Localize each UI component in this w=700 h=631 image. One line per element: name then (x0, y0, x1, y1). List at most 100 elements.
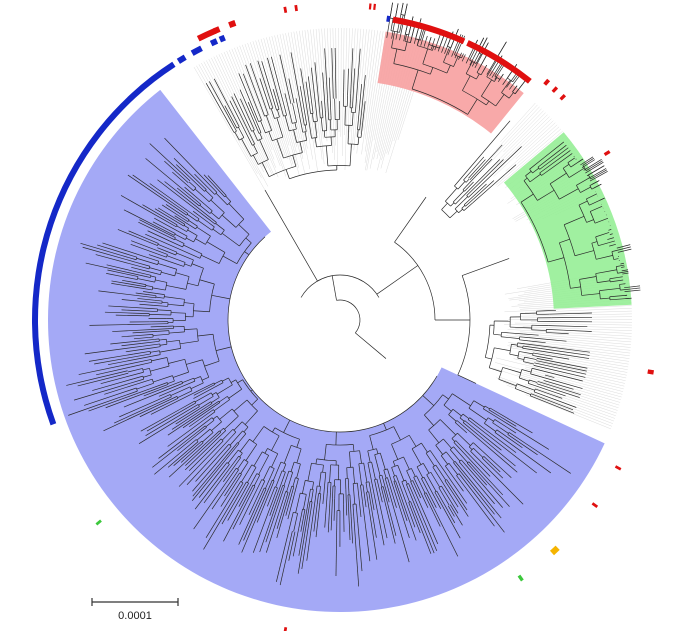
branch (457, 181, 466, 190)
branch (440, 455, 448, 465)
guide-line (497, 130, 563, 187)
branch (329, 464, 332, 483)
branch (271, 486, 276, 496)
branch (624, 285, 641, 289)
branch (233, 421, 243, 431)
branch (307, 489, 311, 504)
branch (415, 499, 438, 551)
branch (512, 85, 518, 93)
branch (222, 429, 234, 441)
branch (66, 370, 128, 386)
branch (187, 185, 194, 192)
branch (476, 73, 480, 80)
branch (357, 111, 360, 130)
guide-line (505, 124, 558, 172)
branch (378, 475, 383, 488)
branch (411, 69, 419, 90)
branch (567, 157, 575, 164)
branch (132, 174, 180, 208)
branch (300, 518, 304, 532)
branch (229, 457, 241, 473)
branch (453, 462, 458, 468)
branch (523, 361, 535, 365)
branch (171, 205, 187, 216)
branch (229, 430, 243, 446)
guide-line (499, 377, 615, 419)
branch (462, 413, 470, 419)
branch (244, 251, 250, 256)
guide-line (213, 56, 268, 168)
branch (283, 445, 292, 464)
branch (146, 407, 188, 432)
guide-line (493, 120, 554, 177)
branch (586, 193, 598, 200)
branch (310, 132, 312, 139)
branch (531, 367, 547, 373)
guide-line (517, 126, 560, 164)
branch (181, 220, 196, 230)
branch (430, 67, 434, 75)
branch (123, 209, 162, 229)
annotation-marker (549, 545, 560, 556)
branch (494, 77, 498, 82)
branch (124, 276, 138, 280)
branch (94, 357, 132, 365)
branch (494, 347, 511, 352)
branch-arc (204, 425, 207, 428)
branch (265, 96, 271, 110)
branch (445, 187, 458, 202)
branch (166, 339, 180, 343)
branch (229, 100, 245, 130)
branch (323, 130, 326, 138)
guide-line (293, 31, 311, 137)
annotation-marker (559, 93, 567, 101)
branch (200, 401, 212, 409)
branch (319, 493, 322, 503)
branch (233, 399, 248, 412)
branch (456, 420, 472, 434)
guide-line (250, 42, 289, 160)
branch (283, 491, 287, 499)
guide-line (503, 110, 544, 153)
branch (153, 375, 173, 383)
branch (549, 172, 567, 185)
branch (265, 479, 273, 497)
branch (196, 226, 211, 237)
branch (258, 487, 265, 500)
branch (471, 432, 518, 473)
branch (320, 117, 323, 131)
branch (184, 263, 192, 267)
branch (285, 486, 293, 507)
branch (294, 122, 297, 130)
branch (138, 412, 190, 445)
branch (174, 215, 183, 221)
guide-line (211, 57, 266, 169)
branch (252, 130, 258, 141)
guide-line (236, 46, 287, 177)
branch (130, 274, 139, 277)
branch (595, 269, 617, 274)
branch (594, 217, 608, 224)
branch (166, 285, 187, 290)
branch-arc (150, 359, 153, 363)
guide-line (361, 30, 378, 155)
branch (467, 98, 478, 115)
branch (551, 355, 570, 360)
branch (191, 263, 204, 269)
branch (179, 400, 195, 410)
branch-arc (250, 152, 258, 157)
annotation-marker (543, 78, 551, 86)
branch (403, 22, 409, 42)
branch (383, 469, 387, 479)
branch (466, 462, 478, 475)
branch (507, 434, 524, 446)
branch (489, 367, 502, 373)
guide-line (299, 30, 316, 144)
branch (201, 409, 214, 419)
branch (548, 147, 569, 163)
branch (501, 331, 524, 335)
branch-arc (369, 426, 394, 436)
branch (401, 481, 410, 503)
branch (182, 404, 217, 429)
branch (360, 122, 364, 138)
